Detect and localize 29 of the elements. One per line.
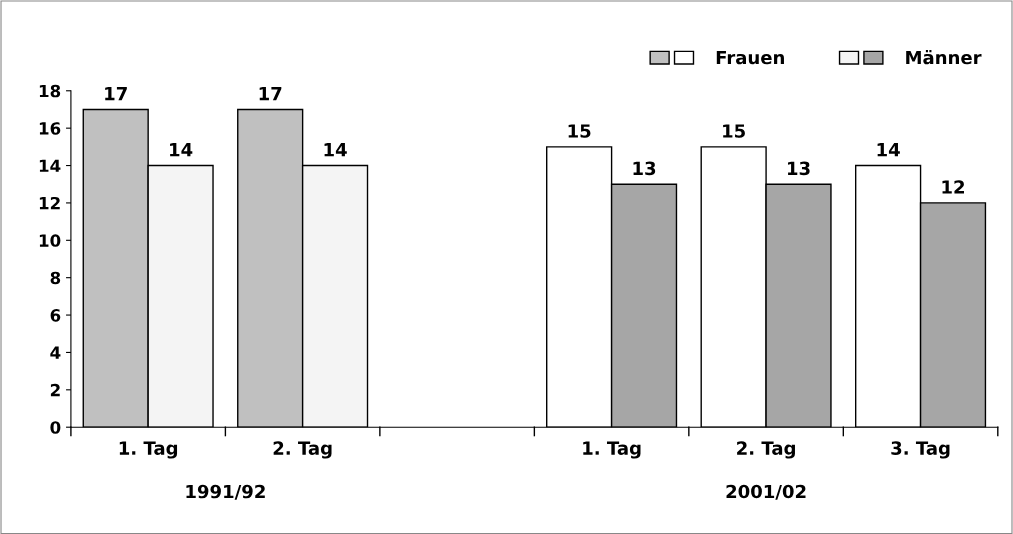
text: 1991/92	[186, 484, 265, 500]
x-tick-label: 1. Tag	[119, 441, 178, 459]
y-tick-label: 14	[39, 159, 61, 172]
y-tick-label: 12	[39, 196, 60, 210]
data-label: 14	[877, 143, 900, 157]
x-tick-label: 2. Tag	[737, 441, 795, 459]
y-tick-label: 6	[50, 309, 61, 322]
y-tick-label: 16	[39, 122, 61, 135]
x-tick-label: 1. Tag	[583, 441, 641, 459]
data-label: 12	[942, 180, 964, 194]
legend-label: Männer	[906, 50, 982, 65]
y-tick-label: 2	[50, 383, 60, 397]
text: 2001/02	[726, 484, 806, 500]
data-label: 14	[170, 143, 193, 157]
y-tick-label: 8	[50, 271, 61, 285]
data-label: 15	[723, 124, 745, 138]
data-label: 13	[633, 161, 656, 176]
data-label: 17	[259, 87, 282, 101]
y-tick-label: 4	[50, 346, 61, 359]
y-tick-label: 18	[39, 84, 61, 98]
y-tick-label: 0	[50, 421, 61, 434]
legend-label: Frauen	[716, 50, 784, 65]
data-label: 17	[105, 87, 127, 101]
x-tick-label: 3. Tag	[891, 441, 950, 459]
y-tick-label: 10	[39, 234, 61, 247]
data-label: 14	[324, 143, 347, 157]
x-tick-label: 2. Tag	[273, 441, 332, 459]
data-label: 15	[568, 124, 591, 138]
data-label: 13	[788, 161, 810, 176]
